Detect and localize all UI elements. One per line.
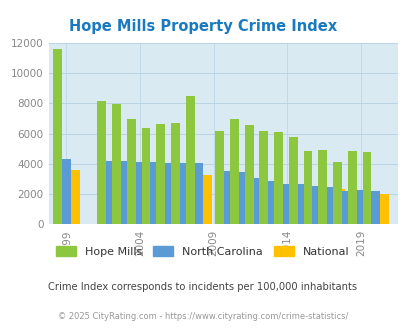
Bar xyxy=(326,187,335,224)
Bar xyxy=(371,191,379,224)
Bar xyxy=(70,170,79,224)
Bar xyxy=(203,175,212,224)
Bar xyxy=(253,178,262,224)
Bar xyxy=(238,172,247,224)
Bar xyxy=(244,125,253,224)
Bar xyxy=(229,119,238,224)
Bar xyxy=(297,184,306,224)
Bar xyxy=(97,101,106,224)
Bar xyxy=(341,191,350,224)
Text: © 2025 CityRating.com - https://www.cityrating.com/crime-statistics/: © 2025 CityRating.com - https://www.city… xyxy=(58,312,347,321)
Bar xyxy=(312,186,320,224)
Bar xyxy=(335,189,344,224)
Bar xyxy=(159,173,168,224)
Bar xyxy=(188,175,197,224)
Legend: Hope Mills, North Carolina, National: Hope Mills, North Carolina, National xyxy=(53,243,352,261)
Bar xyxy=(332,162,341,224)
Bar xyxy=(259,131,268,224)
Bar xyxy=(112,104,121,224)
Bar xyxy=(53,49,62,224)
Bar xyxy=(288,137,297,224)
Bar xyxy=(144,172,153,224)
Bar xyxy=(282,183,291,224)
Bar xyxy=(350,193,359,224)
Bar xyxy=(173,174,182,224)
Bar xyxy=(247,181,256,224)
Bar xyxy=(379,194,388,224)
Bar xyxy=(62,159,70,224)
Bar xyxy=(115,170,124,224)
Bar xyxy=(320,187,329,224)
Bar xyxy=(141,128,150,224)
Bar xyxy=(179,163,188,224)
Bar xyxy=(126,119,135,224)
Bar xyxy=(150,162,159,224)
Bar xyxy=(356,190,364,224)
Bar xyxy=(306,186,315,224)
Bar xyxy=(364,193,373,224)
Bar xyxy=(165,163,173,224)
Bar xyxy=(318,149,326,224)
Text: Crime Index corresponds to incidents per 100,000 inhabitants: Crime Index corresponds to incidents per… xyxy=(48,282,357,292)
Bar xyxy=(303,151,312,224)
Bar xyxy=(224,171,232,224)
Bar xyxy=(215,131,224,224)
Bar xyxy=(362,152,371,224)
Bar xyxy=(268,181,276,224)
Bar xyxy=(106,161,115,224)
Text: Hope Mills Property Crime Index: Hope Mills Property Crime Index xyxy=(69,19,336,34)
Bar xyxy=(232,180,241,224)
Bar xyxy=(156,124,165,224)
Bar xyxy=(273,132,282,224)
Bar xyxy=(171,123,179,224)
Bar xyxy=(121,161,130,224)
Bar xyxy=(185,96,194,224)
Bar xyxy=(291,186,300,224)
Bar xyxy=(194,163,203,224)
Bar xyxy=(347,150,356,224)
Bar xyxy=(262,183,271,224)
Bar xyxy=(276,184,285,224)
Bar xyxy=(130,172,138,224)
Bar xyxy=(135,162,144,224)
